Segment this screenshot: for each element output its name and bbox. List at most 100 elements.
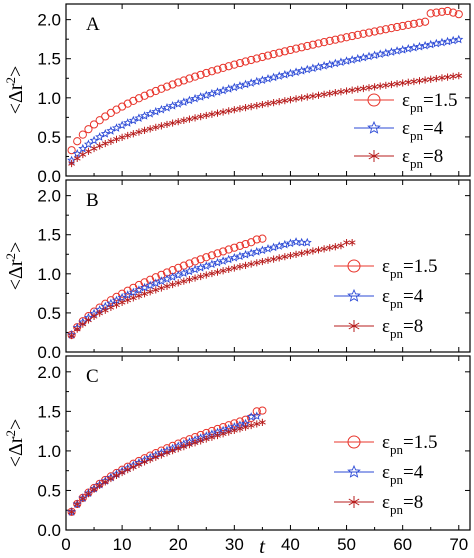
data-point	[252, 54, 261, 63]
data-point	[128, 115, 138, 125]
data-point	[225, 428, 233, 436]
data-point	[247, 260, 255, 268]
data-point	[85, 147, 92, 155]
data-point	[163, 120, 171, 129]
data-point	[427, 75, 435, 83]
data-point	[190, 72, 200, 81]
data-point	[297, 66, 307, 75]
data-point	[252, 235, 261, 244]
data-point	[117, 120, 127, 130]
data-point	[224, 62, 233, 71]
data-point	[224, 84, 234, 93]
y-tick-label: 2.0	[37, 11, 61, 30]
legend-marker	[347, 435, 361, 449]
legend-label: εpn=4	[382, 286, 424, 311]
data-point	[448, 35, 458, 45]
data-point	[247, 55, 256, 65]
data-point	[297, 43, 306, 52]
data-point	[246, 248, 256, 258]
data-point	[253, 101, 261, 110]
data-point	[292, 250, 300, 258]
data-point	[141, 126, 148, 135]
data-point	[230, 426, 238, 434]
data-point	[381, 48, 391, 57]
data-point	[135, 128, 143, 136]
data-point	[230, 106, 238, 114]
x-tick-label: 0	[61, 535, 70, 554]
data-point	[225, 107, 233, 115]
plot-frame	[65, 179, 471, 353]
data-point	[241, 249, 251, 259]
data-point	[196, 262, 206, 272]
y-axis-label: <Δr2>	[3, 242, 27, 291]
data-point	[135, 460, 143, 469]
data-point	[235, 251, 245, 261]
legend-marker	[347, 288, 361, 302]
data-point	[168, 80, 177, 89]
data-point	[79, 320, 87, 328]
data-point	[128, 287, 138, 297]
data-point	[186, 441, 193, 449]
panel-letter: B	[86, 190, 99, 211]
data-point	[235, 58, 245, 68]
data-point	[219, 247, 228, 256]
data-point	[201, 261, 211, 270]
data-point	[146, 455, 154, 464]
data-point	[432, 8, 441, 17]
data-point	[325, 36, 334, 46]
data-point	[202, 111, 210, 120]
data-point	[331, 35, 340, 44]
data-point	[174, 78, 183, 87]
data-point	[145, 109, 155, 118]
legend-marker	[367, 120, 381, 134]
data-point	[152, 123, 160, 131]
data-point	[207, 67, 216, 76]
data-point	[129, 130, 137, 138]
data-point	[258, 406, 267, 415]
data-point	[163, 449, 171, 457]
data-point	[315, 91, 322, 99]
legend-marker	[347, 259, 361, 273]
data-point	[113, 135, 120, 143]
data-point	[196, 70, 205, 79]
data-point	[186, 115, 193, 123]
data-point	[347, 55, 357, 64]
y-tick-label: 1.5	[37, 402, 61, 421]
data-point	[229, 253, 239, 262]
panel-letter: C	[86, 366, 99, 387]
data-point	[386, 47, 396, 56]
data-point	[230, 264, 238, 272]
data-point	[158, 451, 165, 459]
data-point	[258, 234, 267, 243]
data-point	[399, 79, 407, 87]
data-point	[309, 247, 317, 255]
data-point	[111, 123, 122, 132]
x-tick-label: 20	[169, 535, 188, 554]
legend-label: εpn=4	[402, 118, 444, 143]
data-point	[180, 277, 188, 285]
data-point	[241, 57, 250, 66]
data-point	[212, 87, 223, 96]
data-point	[275, 98, 283, 106]
data-point	[89, 120, 99, 129]
data-point	[236, 263, 244, 271]
data-point	[85, 490, 92, 498]
data-point	[326, 244, 334, 252]
data-point	[381, 25, 390, 34]
data-point	[242, 423, 249, 431]
data-point	[415, 18, 424, 27]
data-point	[392, 46, 402, 55]
data-point	[146, 288, 154, 296]
data-point	[79, 150, 87, 159]
data-point	[96, 309, 104, 317]
data-point	[263, 51, 273, 60]
data-point	[230, 60, 239, 69]
data-point	[320, 38, 329, 47]
data-point	[308, 40, 317, 49]
data-point	[224, 254, 234, 264]
data-point	[118, 298, 126, 307]
data-point	[337, 88, 345, 96]
data-point	[309, 92, 317, 100]
data-point	[371, 83, 378, 91]
